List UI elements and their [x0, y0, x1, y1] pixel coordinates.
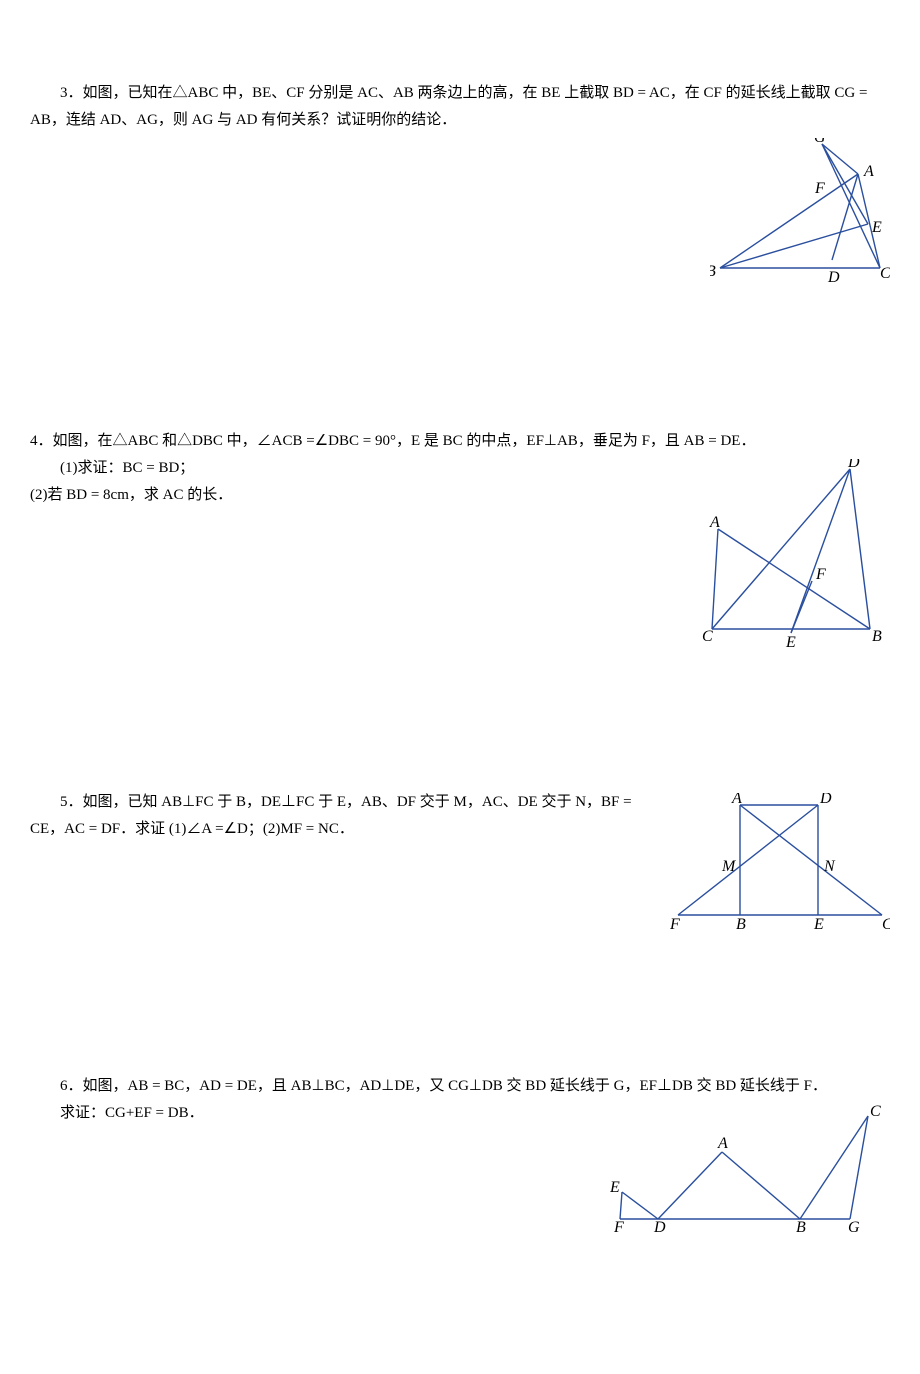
problem-3-figure: B C A G F E D: [710, 138, 890, 288]
svg-text:B: B: [796, 1219, 806, 1234]
svg-text:E: E: [813, 916, 824, 933]
svg-text:B: B: [710, 263, 716, 280]
figure-svg-3: B C A G F E D: [710, 138, 890, 288]
svg-text:F: F: [815, 566, 826, 583]
problem-4-line1: 4．如图，在△ABC 和△DBC 中，∠ACB =∠DBC = 90°，E 是 …: [30, 428, 890, 455]
problem-4: 4．如图，在△ABC 和△DBC 中，∠ACB =∠DBC = 90°，E 是 …: [30, 428, 890, 649]
figure-svg-6: F D B G E A C: [610, 1104, 890, 1234]
svg-text:G: G: [814, 138, 826, 146]
svg-text:B: B: [736, 916, 746, 933]
svg-text:D: D: [653, 1219, 666, 1234]
svg-text:A: A: [731, 793, 742, 807]
svg-text:A: A: [709, 514, 720, 531]
svg-text:E: E: [871, 219, 882, 236]
svg-text:N: N: [823, 858, 836, 875]
problem-6-figure: F D B G E A C: [610, 1104, 890, 1234]
svg-text:F: F: [613, 1219, 624, 1234]
svg-text:C: C: [880, 265, 890, 282]
svg-text:F: F: [670, 916, 680, 933]
problem-5: 5．如图，已知 AB⊥FC 于 B，DE⊥FC 于 E，AB、DF 交于 M，A…: [30, 789, 890, 933]
problem-6: 6．如图，AB = BC，AD = DE，且 AB⊥BC，AD⊥DE，又 CG⊥…: [30, 1073, 890, 1234]
svg-text:A: A: [863, 163, 874, 180]
svg-text:C: C: [882, 916, 890, 933]
problem-5-text: 5．如图，已知 AB⊥FC 于 B，DE⊥FC 于 E，AB、DF 交于 M，A…: [30, 789, 660, 843]
problem-4-figure: C B E A D F: [700, 459, 890, 649]
figure-svg-4: C B E A D F: [700, 459, 890, 649]
svg-text:E: E: [610, 1179, 620, 1196]
svg-text:C: C: [870, 1104, 881, 1120]
svg-text:D: D: [819, 793, 832, 807]
svg-text:G: G: [848, 1219, 860, 1234]
problem-6-line1: 6．如图，AB = BC，AD = DE，且 AB⊥BC，AD⊥DE，又 CG⊥…: [30, 1073, 890, 1100]
problem-3-text: 3．如图，已知在△ABC 中，BE、CF 分别是 AC、AB 两条边上的高，在 …: [30, 80, 890, 134]
svg-text:F: F: [814, 180, 825, 197]
svg-text:D: D: [847, 459, 860, 471]
svg-text:C: C: [702, 628, 713, 645]
svg-text:B: B: [872, 628, 882, 645]
svg-text:D: D: [827, 269, 840, 286]
figure-svg-5: F B E C A D M N: [670, 793, 890, 933]
problem-3: 3．如图，已知在△ABC 中，BE、CF 分别是 AC、AB 两条边上的高，在 …: [30, 80, 890, 288]
svg-text:A: A: [717, 1135, 728, 1152]
problem-5-figure: F B E C A D M N: [670, 793, 890, 933]
svg-text:E: E: [785, 634, 796, 649]
svg-text:M: M: [721, 858, 737, 875]
